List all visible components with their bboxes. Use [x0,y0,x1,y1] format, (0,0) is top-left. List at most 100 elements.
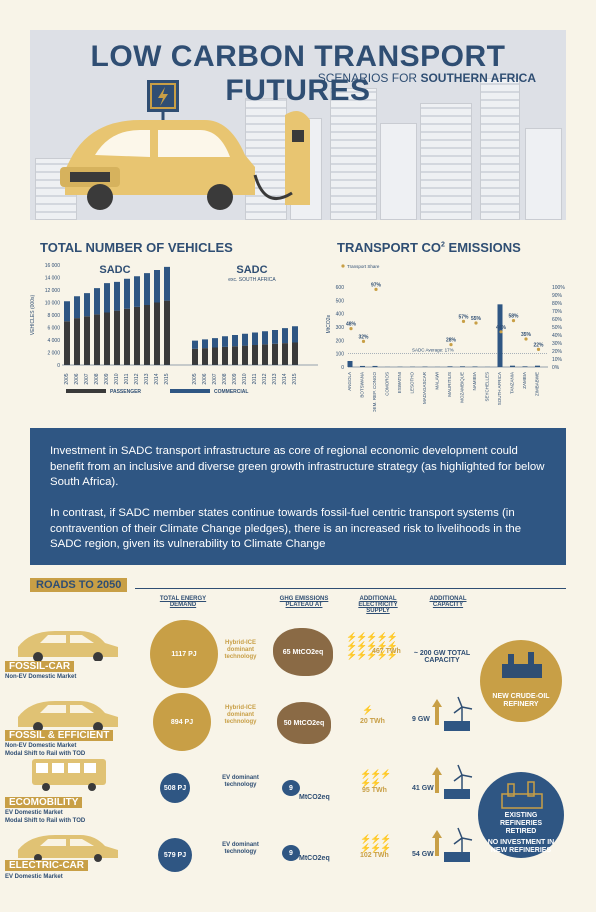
share-label: 55% [471,316,482,322]
commercial-bar [64,301,70,322]
col-energy-header: TOTAL ENERGY DEMAND [159,596,207,608]
emissions-chart: Transport Share 600 500 400 300 200 100 0 100% 90… [326,264,565,412]
share-point [374,287,378,291]
commercial-bar [252,332,258,345]
bolt-icon: ⚡⚡⚡ ⚡⚡ [360,769,392,788]
y-tick-label: 4 000 [47,338,60,344]
country-label: BOTSWANA [360,372,365,398]
ghg-cloud: 9 [282,845,300,861]
col-cap-header: ADDITIONAL CAPACITY [429,596,467,608]
share-point [461,319,466,323]
passenger-bar [262,344,268,365]
y-tick-label: 600 [336,285,345,291]
tech-label: Hybrid-ICE dominant technology [224,705,257,725]
y2-tick-label: 30% [552,341,563,347]
ghg-cloud: 65 MtCO2eq [273,628,333,676]
no-investment-label: NO INVESTMENT IN NEW REFINERIES [487,838,555,854]
share-label: 28% [446,338,457,344]
passenger-bar [252,345,258,365]
share-label: 22% [533,342,544,348]
efficient-car-icon [18,701,118,731]
vehicles-chart-title: TOTAL NUMBER OF VEHICLES [40,240,233,255]
year-label: 2012 [262,373,268,384]
country-label: SEYCHELLES [485,372,490,402]
y2-tick-label: 100% [552,285,565,291]
banner-paragraph-1: Investment in SADC transport infrastruct… [50,445,545,488]
emission-bar [522,366,528,367]
country-label: ANGOLA [347,372,352,391]
share-point [499,330,503,334]
commercial-bar [202,339,208,349]
twh-value: 467 TWh [372,648,401,655]
refinery-icon [501,781,543,809]
energy-circle: 894 PJ [153,693,211,751]
col-ghg-header: GHG EMISSIONS PLATEAU AT [279,596,329,608]
share-label: 57% [458,314,469,320]
country-label: SOUTH AFRICA [497,372,502,405]
y-tick-label: 10 000 [45,301,61,307]
commercial-bar [262,331,268,345]
passenger-bar [292,342,298,365]
sadc-label: SADC [99,264,130,276]
bolt-icon: ⚡ [362,705,373,715]
bolt-icon: ⚡⚡⚡ ⚡⚡⚡ [360,834,392,853]
passenger-bar [124,308,130,365]
emission-bar [347,361,353,367]
y2-tick-label: 20% [552,349,563,355]
year-label: 2012 [134,373,140,384]
y-tick-label: 400 [336,312,345,318]
country-label: COMOROS [385,372,390,396]
y-tick-label: 0 [57,363,60,369]
emission-bar [360,365,365,367]
average-label: SADC Average: 17% [412,347,454,352]
year-label: 2015 [164,373,170,384]
section-divider [135,588,566,589]
y2-tick-label: 0% [552,365,560,371]
year-label: 2014 [154,373,160,384]
y-axis-label: MtCO2e [326,314,332,333]
country-label: NAMIBIA [472,372,477,391]
y-tick-label: 2 000 [47,351,60,357]
passenger-bar [192,348,198,365]
passenger-bar [272,343,278,365]
fossil-car-icon [18,631,118,661]
gw-value: 41 GW [412,785,434,792]
scenario-sub: EV Domestic Market [5,874,63,880]
y-tick-label: 0 [341,365,344,371]
year-label: 2014 [282,373,288,384]
share-point [524,337,528,341]
share-label: 44% [496,325,507,331]
country-label: DEM. REP. CONGO [372,372,377,412]
share-point [361,339,366,343]
share-point [349,327,353,331]
emission-bar [372,365,378,367]
country-label: MOZAMBIQUE [460,372,465,403]
commercial-bar [154,270,160,303]
year-label: 2007 [84,373,90,384]
scenario-name: FOSSIL-CAR [5,661,75,672]
share-label: 97% [371,282,382,288]
scenario-sub-2: Modal Shift to Rail with TOD [5,818,86,824]
commercial-bar [84,293,90,317]
country-label: MALAWI [435,372,440,390]
sadc-ex-label: SADC [236,264,267,276]
share-point [511,319,516,323]
legend-commercial-label: COMMERCIAL [214,389,248,395]
year-label: 2006 [74,373,80,384]
year-label: 2008 [222,373,228,384]
tech-label: EV dominant technology [222,775,259,788]
passenger-bar [222,346,228,365]
share-label: 48% [346,322,357,328]
legend-share-label: Transport Share [347,264,380,269]
passenger-bar [202,348,208,365]
y-tick-label: 6 000 [47,326,60,332]
legend-share-dot [341,264,345,268]
country-label: MAURITIUS [447,372,452,397]
vehicles-chart: 16 000 14 000 12 000 10 000 8 000 6 000 4 000 2… [30,263,318,395]
tech-label: Hybrid-ICE dominant technology [224,640,257,660]
ghg-unit: MtCO2eq [299,855,330,862]
country-label: LESOTHO [410,372,415,394]
y-axis-label: VEHICLES (000s) [30,295,36,336]
y2-tick-label: 60% [552,317,563,323]
commercial-bar [144,273,150,305]
